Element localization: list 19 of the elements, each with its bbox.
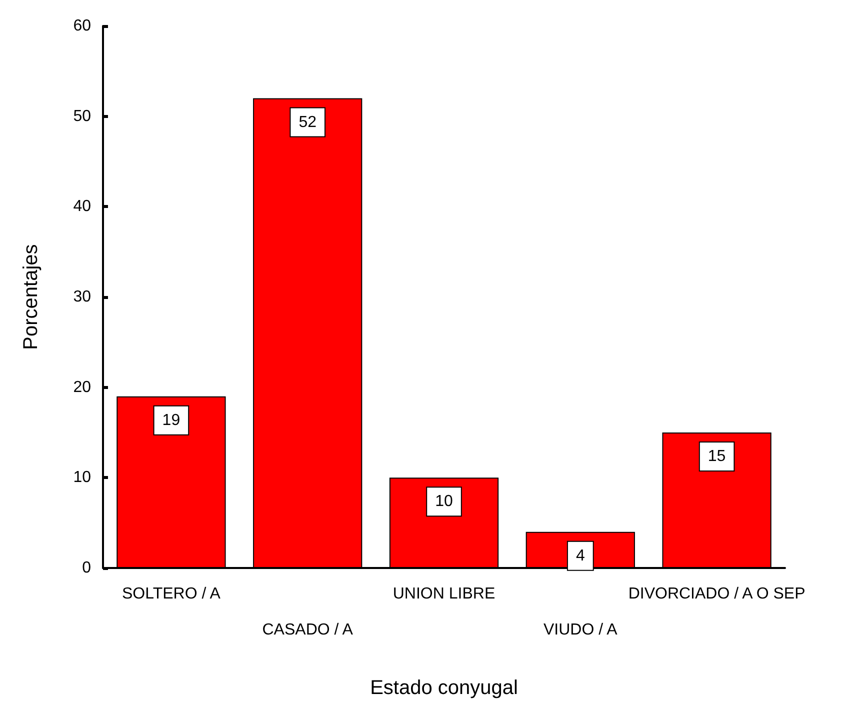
data-label: 4: [576, 547, 585, 564]
y-tick-label: 0: [82, 560, 92, 576]
x-axis-title: Estado conyugal: [370, 677, 518, 699]
x-tick-label: UNION LIBRE: [392, 586, 496, 602]
y-tick-label: 20: [73, 378, 92, 396]
y-tick-label: 30: [73, 288, 92, 306]
data-label: 52: [298, 114, 317, 131]
y-axis-title: Porcentajes: [20, 244, 42, 350]
y-tick-label: 60: [73, 18, 92, 34]
y-tick-label: 10: [73, 469, 92, 486]
data-label: 19: [162, 412, 180, 429]
y-tick-label: 40: [73, 198, 92, 216]
data-label: 10: [435, 493, 453, 510]
y-tick-label: 50: [73, 108, 92, 125]
x-tick-label: VIUDO / A: [544, 622, 618, 638]
x-tick-label: DIVORCIADO / A O SEP: [628, 586, 806, 602]
x-tick-label: SOLTERO / A: [122, 586, 221, 602]
data-label: 15: [708, 448, 726, 465]
x-tick-label: CASADO / A: [262, 622, 354, 638]
